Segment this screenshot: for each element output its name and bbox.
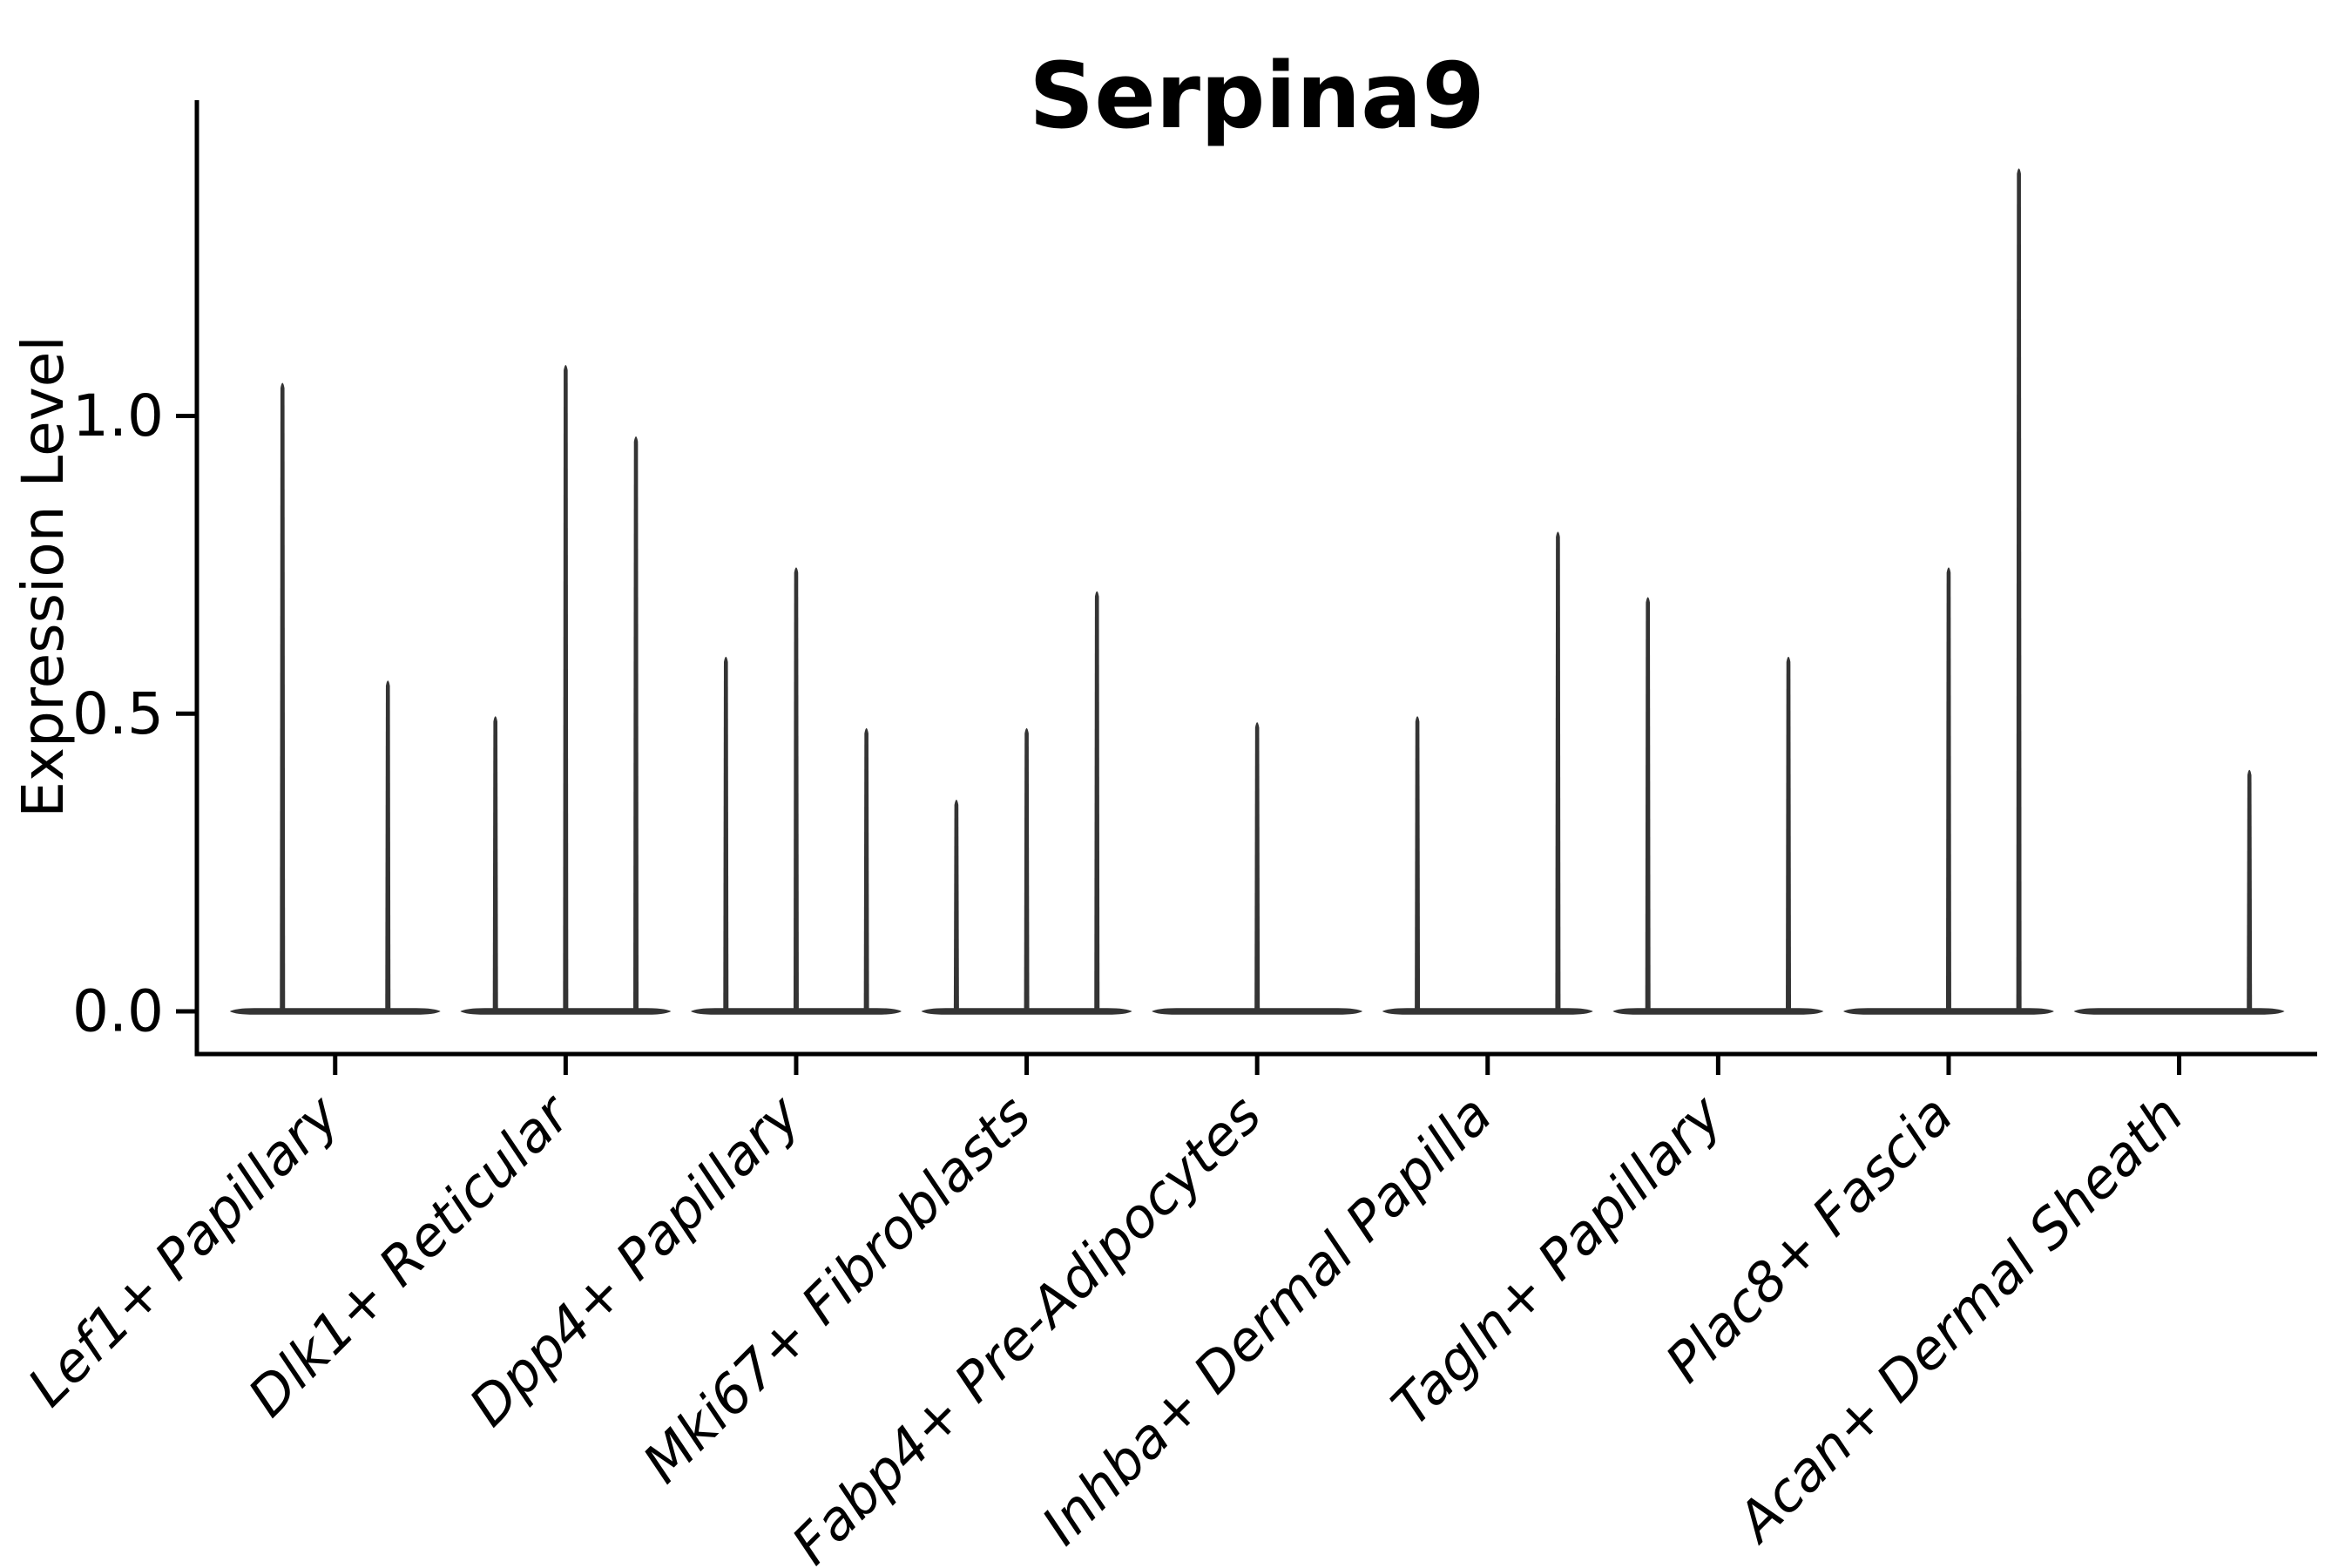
y-tick-label: 0.5 [72,680,164,747]
violin-spike [633,436,639,1013]
x-tick-label: Inhba+ Dermal Papilla [1030,1083,1504,1557]
violin-spike [1645,597,1651,1013]
violin-spike [723,656,729,1013]
y-axis-label: Expression Level [10,335,77,817]
violin-spike [563,364,569,1013]
violin-spike [953,799,959,1013]
violin-spike [1555,531,1561,1013]
violin-spike [1786,656,1792,1013]
violin-spike [492,716,498,1013]
x-tick-label: Acan+ Dermal Sheath [1722,1083,2195,1556]
violin-spike [280,382,286,1013]
y-tick-label: 1.0 [72,382,164,449]
violin-base [229,1008,441,1015]
y-axis-ticks: 0.0 0.5 1.0 [72,382,197,1045]
violin-spike [793,567,799,1013]
y-tick-label: 0.0 [72,978,164,1045]
violin-base [2073,1008,2285,1015]
violin-base [1382,1008,1593,1015]
violin-spike [1945,567,1951,1013]
violin-spike [2247,769,2253,1013]
violin-spike [1024,727,1030,1013]
violin-base [1612,1008,1824,1015]
violin-spike [385,680,391,1013]
x-tick-label: Mki67+ Fibroblasts [631,1083,1043,1495]
violin-spike [1254,722,1260,1013]
violin-spike [863,727,869,1013]
violin-spike [1415,716,1421,1013]
violin-spike [1094,591,1100,1013]
chart-title: Serpina9 [1029,43,1484,149]
x-tick-label: Fabp4+ Pre-Adipocytes [780,1083,1274,1568]
violins-layer [229,168,2285,1015]
violin-spike [2016,168,2022,1013]
